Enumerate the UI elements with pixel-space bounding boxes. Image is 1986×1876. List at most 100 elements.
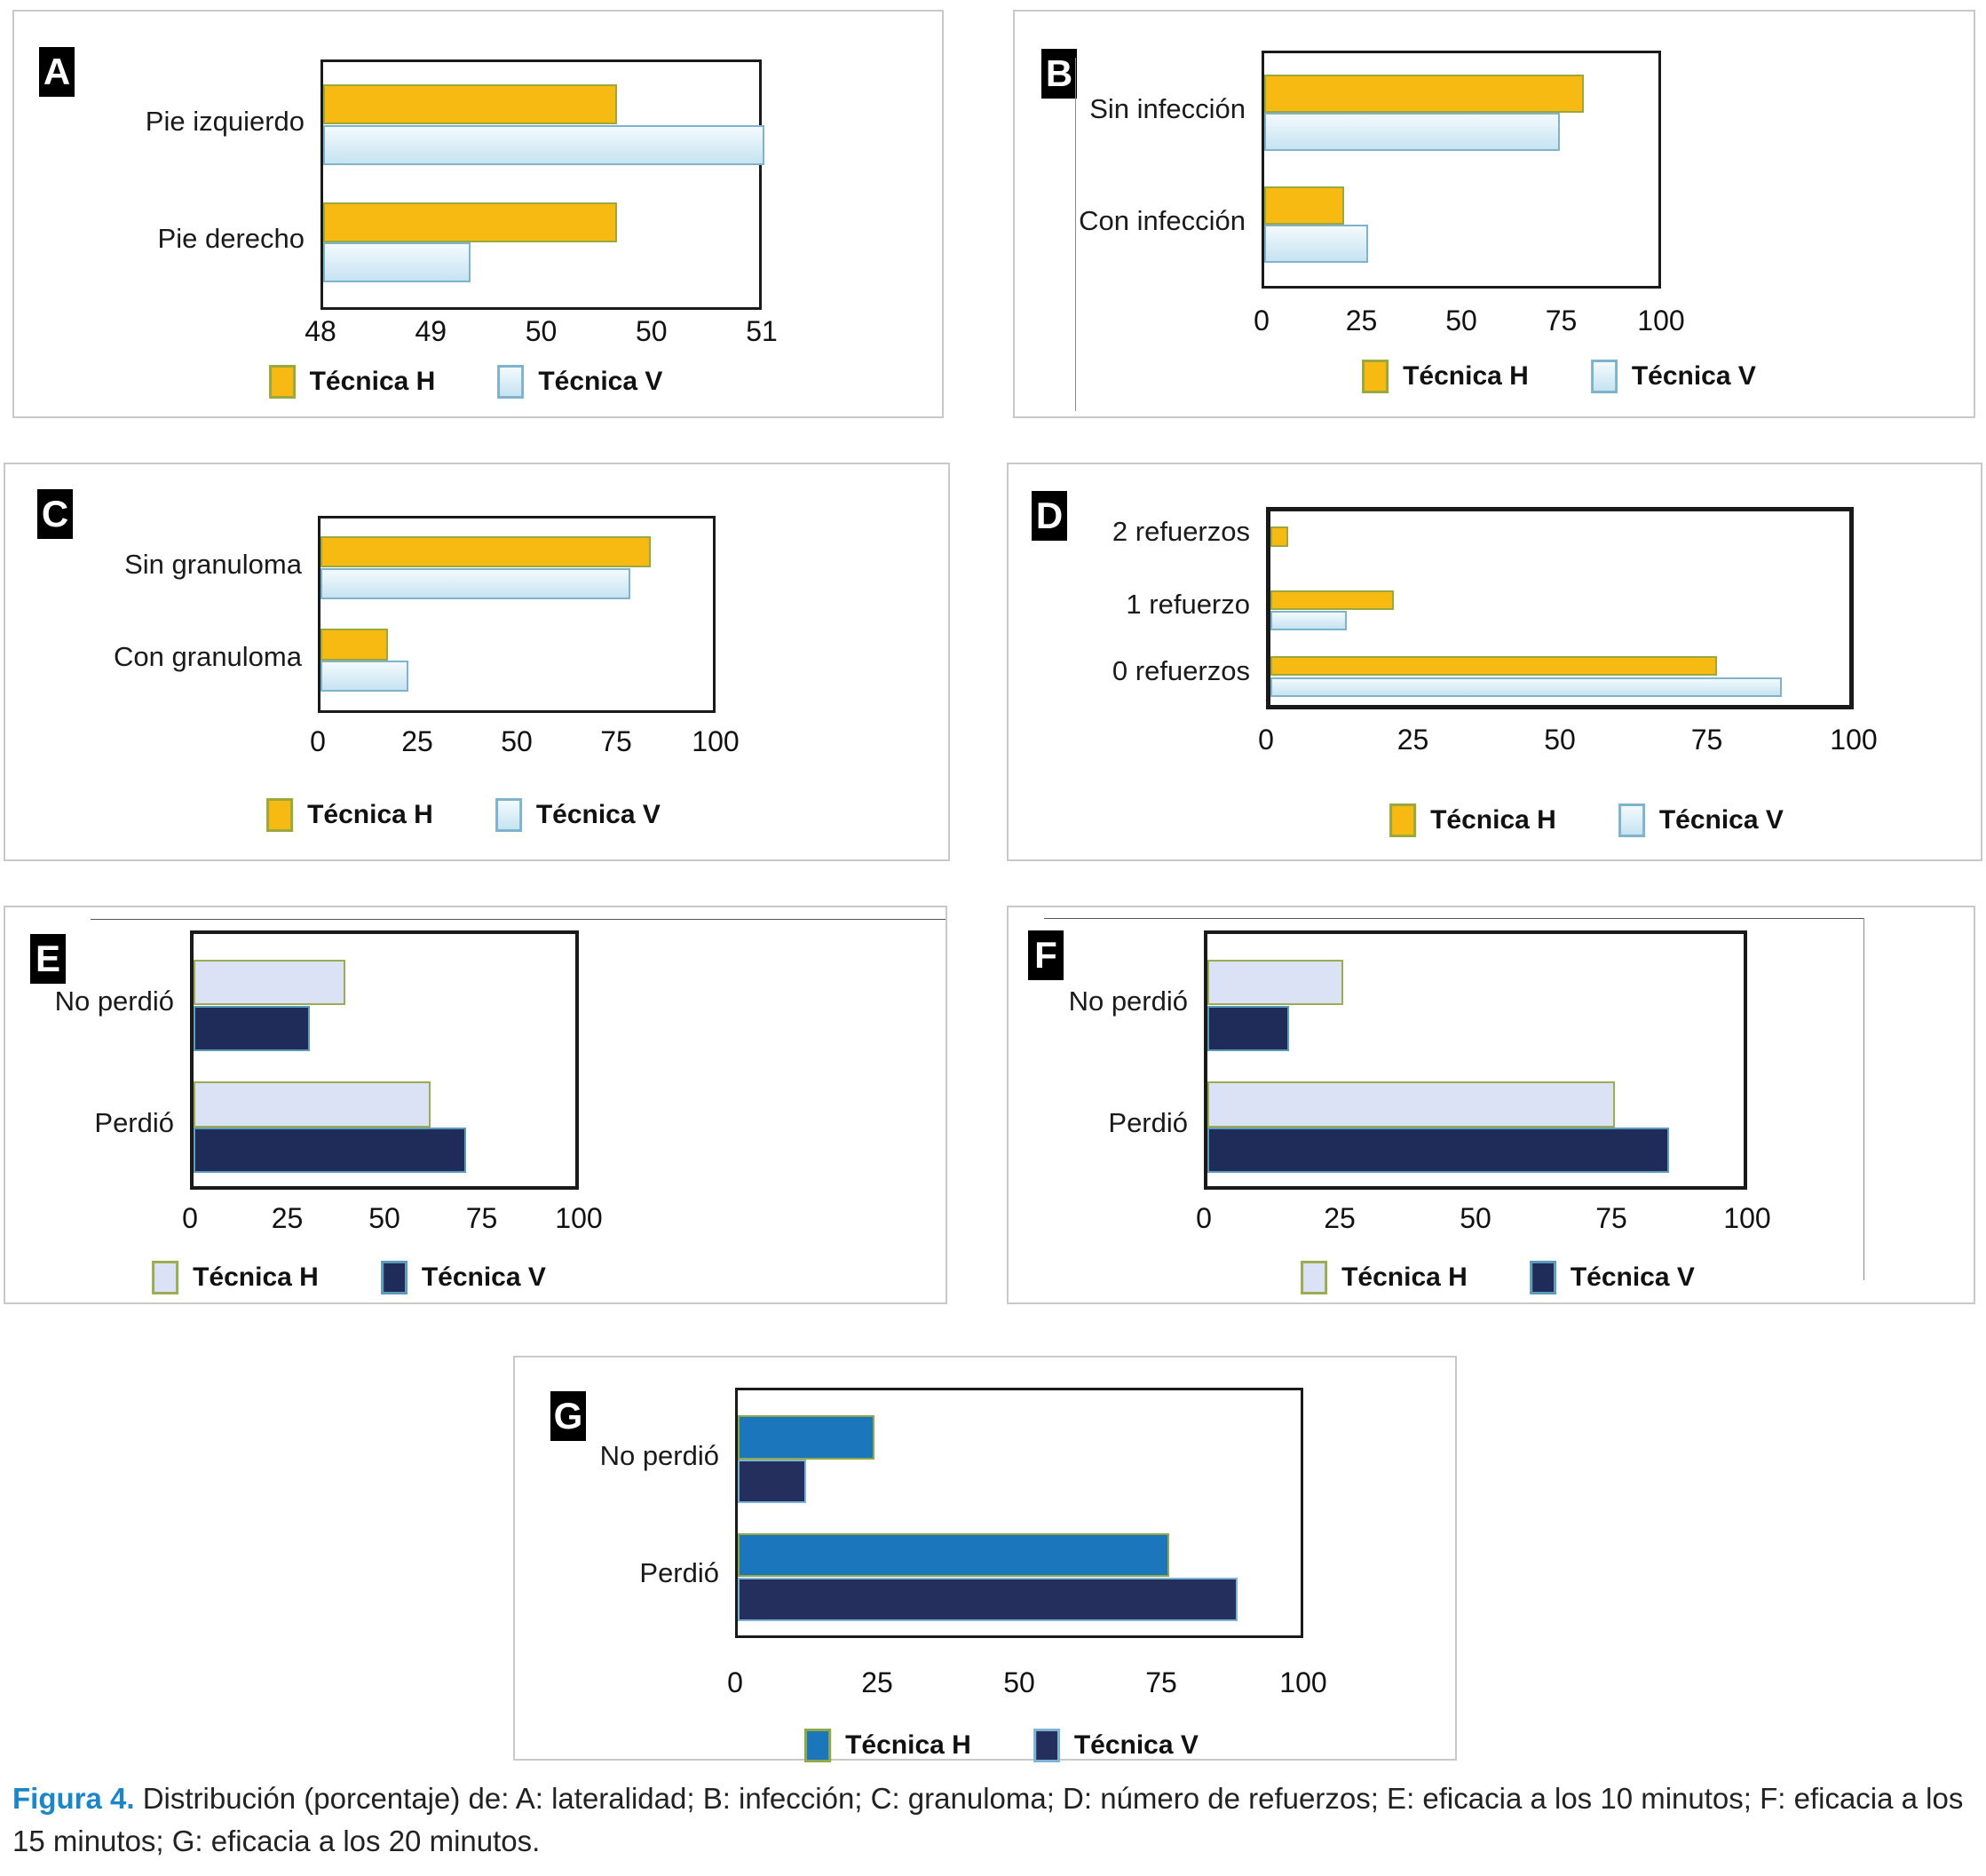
panel-f-label-badge: F (1028, 930, 1064, 980)
x-tick-label-e-1: 25 (271, 1202, 304, 1234)
category-label-c-0: Sin granuloma (124, 548, 302, 580)
panel-a-plot-area (320, 59, 764, 310)
bar-tecnica-v-e-1 (194, 1128, 466, 1174)
x-tick-label-g-3: 75 (1145, 1666, 1177, 1698)
legend-swatch-tecnica-h (1362, 360, 1389, 393)
x-tick-label-e-4: 100 (555, 1202, 603, 1234)
bar-tecnica-h-a-1 (323, 202, 617, 243)
bar-tecnica-v-a-0 (323, 124, 764, 165)
legend-swatch-tecnica-h (266, 798, 294, 832)
legend-label-tecnica-h: Técnica H (193, 1263, 319, 1292)
legend-label-tecnica-h: Técnica H (845, 1730, 971, 1760)
x-tick-label-a-3: 50 (635, 315, 668, 347)
legend-label-tecnica-h: Técnica H (307, 800, 433, 829)
panel-e-plot-area (190, 930, 579, 1190)
legend-label-tecnica-v: Técnica V (421, 1263, 546, 1292)
category-label-b-1: Con infección (1079, 204, 1246, 236)
category-label-b-0: Sin infección (1089, 93, 1246, 124)
x-tick-label-b-4: 100 (1637, 305, 1685, 336)
stray-vertical-line (1863, 918, 1864, 1280)
figure-caption: Figura 4. Distribución (porcentaje) de: … (12, 1777, 1970, 1863)
legend-label-tecnica-v: Técnica V (1570, 1263, 1695, 1292)
category-label-d-2: 0 refuerzos (1112, 655, 1250, 687)
legend-label-tecnica-v: Técnica V (535, 800, 661, 829)
legend-b: Técnica H Técnica V (1362, 360, 1756, 393)
legend-label-tecnica-h: Técnica H (1341, 1263, 1468, 1292)
legend-swatch-tecnica-h (804, 1729, 832, 1762)
panel-g: G No perdió Perdió 0 25 50 75 100 Técnica H Técni… (513, 1356, 1457, 1762)
x-tick-label-c-0: 0 (310, 725, 326, 757)
panel-c: C Sin granuloma Con granuloma 0 25 50 75 100 Téc… (4, 463, 950, 861)
legend-label-tecnica-h: Técnica H (1430, 805, 1556, 835)
legend-label-tecnica-v: Técnica V (1631, 361, 1756, 391)
x-tick-label-d-0: 0 (1258, 724, 1274, 756)
x-tick-label-g-4: 100 (1279, 1666, 1327, 1698)
x-tick-label-a-2: 50 (525, 315, 558, 347)
legend-a: Técnica H Técnica V (268, 365, 662, 399)
legend-e: Técnica H Técnica V (152, 1261, 546, 1294)
category-label-a-1: Pie derecho (157, 223, 305, 255)
panel-a: A Pie izquierdo Pie derecho 48 49 50 50 51 Técni… (12, 10, 944, 418)
bar-tecnica-h-e-1 (194, 1081, 431, 1128)
legend-label-tecnica-h: Técnica H (309, 367, 436, 396)
x-tick-label-d-3: 75 (1690, 724, 1723, 756)
bar-tecnica-v-c-0 (320, 567, 630, 600)
legend-label-tecnica-v: Técnica V (1658, 805, 1784, 835)
panel-f-plot-area (1204, 930, 1747, 1190)
panel-f: F No perdió Perdió 0 25 50 75 100 Técnica H Técni… (1007, 906, 1975, 1304)
category-label-e-1: Perdió (94, 1106, 174, 1138)
x-tick-label-e-0: 0 (182, 1202, 198, 1234)
x-tick-label-f-0: 0 (1196, 1202, 1212, 1234)
bar-tecnica-v-b-1 (1264, 224, 1368, 263)
x-tick-label-d-1: 25 (1397, 724, 1429, 756)
panel-d: D 2 refuerzos 1 refuerzo 0 refuerzos 0 25 50 75… (1007, 463, 1982, 861)
stray-horizontal-line (1044, 918, 1863, 919)
figure-caption-text: Distribución (porcentaje) de: A: lateral… (12, 1782, 1964, 1857)
category-label-g-0: No perdió (599, 1439, 719, 1471)
panel-b-label-badge: B (1041, 49, 1077, 99)
bar-tecnica-h-e-0 (194, 960, 345, 1006)
bar-tecnica-h-d-2 (1270, 656, 1717, 677)
x-tick-label-c-1: 25 (401, 725, 433, 757)
x-tick-label-b-0: 0 (1254, 305, 1270, 336)
bar-tecnica-h-a-0 (323, 84, 617, 125)
bar-tecnica-h-g-0 (738, 1415, 874, 1460)
legend-d: Técnica H Técnica V (1389, 803, 1784, 837)
panel-d-label-badge: D (1032, 491, 1067, 541)
bar-tecnica-v-g-0 (738, 1460, 806, 1504)
legend-f: Técnica H Técnica V (1301, 1261, 1695, 1294)
x-tick-label-d-2: 50 (1544, 724, 1576, 756)
bar-tecnica-v-f-0 (1207, 1005, 1289, 1051)
x-tick-label-a-1: 49 (415, 315, 447, 347)
panel-e: E No perdió Perdió 0 25 50 75 100 Técnica H Técni… (4, 906, 947, 1304)
legend-swatch-tecnica-v (1590, 360, 1618, 393)
panel-e-label-badge: E (30, 934, 66, 984)
category-label-a-0: Pie izquierdo (145, 105, 305, 137)
bar-tecnica-v-b-0 (1264, 113, 1560, 151)
legend-swatch-tecnica-v (1618, 803, 1645, 837)
bar-tecnica-h-d-1 (1270, 590, 1394, 611)
panel-d-plot-area (1266, 507, 1854, 709)
bar-tecnica-v-g-1 (738, 1577, 1238, 1621)
x-tick-label-g-1: 25 (861, 1666, 893, 1698)
legend-swatch-tecnica-h (268, 365, 296, 399)
bar-tecnica-v-f-1 (1207, 1128, 1669, 1174)
panel-g-label-badge: G (550, 1391, 586, 1441)
x-tick-label-b-2: 50 (1445, 305, 1477, 336)
bar-tecnica-h-b-1 (1264, 186, 1344, 225)
stray-vertical-line (1075, 58, 1076, 411)
panel-b: B Sin infección Con infección 0 25 50 75 100 Téc… (1013, 10, 1975, 418)
bar-tecnica-h-g-1 (738, 1532, 1169, 1578)
legend-swatch-tecnica-v (1529, 1261, 1556, 1294)
bar-tecnica-v-d-2 (1270, 677, 1782, 698)
category-label-c-1: Con granuloma (114, 640, 302, 672)
x-tick-label-b-3: 75 (1545, 305, 1578, 336)
x-tick-label-f-3: 75 (1595, 1202, 1627, 1234)
x-tick-label-g-0: 0 (727, 1666, 743, 1698)
stray-horizontal-line (91, 919, 946, 920)
bar-tecnica-h-c-1 (320, 629, 388, 661)
category-label-f-0: No perdió (1068, 985, 1188, 1017)
category-label-g-1: Perdió (639, 1557, 719, 1589)
x-tick-label-c-3: 75 (600, 725, 632, 757)
